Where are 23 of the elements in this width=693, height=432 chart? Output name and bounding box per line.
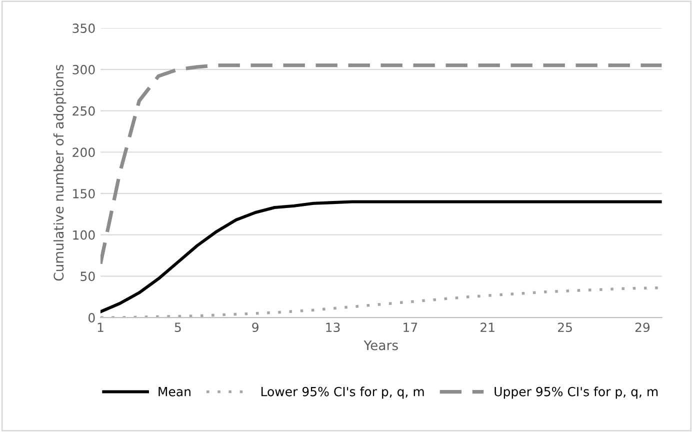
x-tick-label: 17 bbox=[404, 322, 418, 332]
y-axis-title: Cumulative number of adoptions bbox=[53, 64, 66, 281]
x-axis-title: Years bbox=[364, 340, 398, 350]
x-tick-label: 5 bbox=[174, 322, 181, 332]
y-tick-label: 0 bbox=[88, 312, 95, 322]
y-tick-label: 300 bbox=[72, 64, 95, 74]
x-tick-label: 13 bbox=[326, 322, 340, 332]
x-tick-label: 1 bbox=[98, 322, 104, 332]
y-tick-label: 200 bbox=[72, 148, 95, 158]
x-tick-label: 9 bbox=[252, 322, 258, 332]
y-tick-label: 250 bbox=[72, 106, 95, 116]
x-tick-label: 29 bbox=[635, 322, 650, 332]
y-tick-label: 50 bbox=[80, 272, 95, 282]
line-series bbox=[100, 200, 662, 314]
legend-label: Mean bbox=[158, 387, 190, 396]
y-tick-label: 100 bbox=[73, 230, 95, 240]
y-tick-label: 150 bbox=[73, 188, 95, 198]
y-tick-label: 350 bbox=[72, 24, 95, 34]
legend-label: Lower 95% CI's for p, q, m bbox=[261, 386, 424, 399]
x-tick-label: 21 bbox=[480, 322, 494, 332]
x-tick-label: 25 bbox=[558, 322, 572, 332]
legend-label: Upper 95% CI's for p, q, m bbox=[494, 386, 658, 399]
line-series bbox=[100, 63, 662, 266]
